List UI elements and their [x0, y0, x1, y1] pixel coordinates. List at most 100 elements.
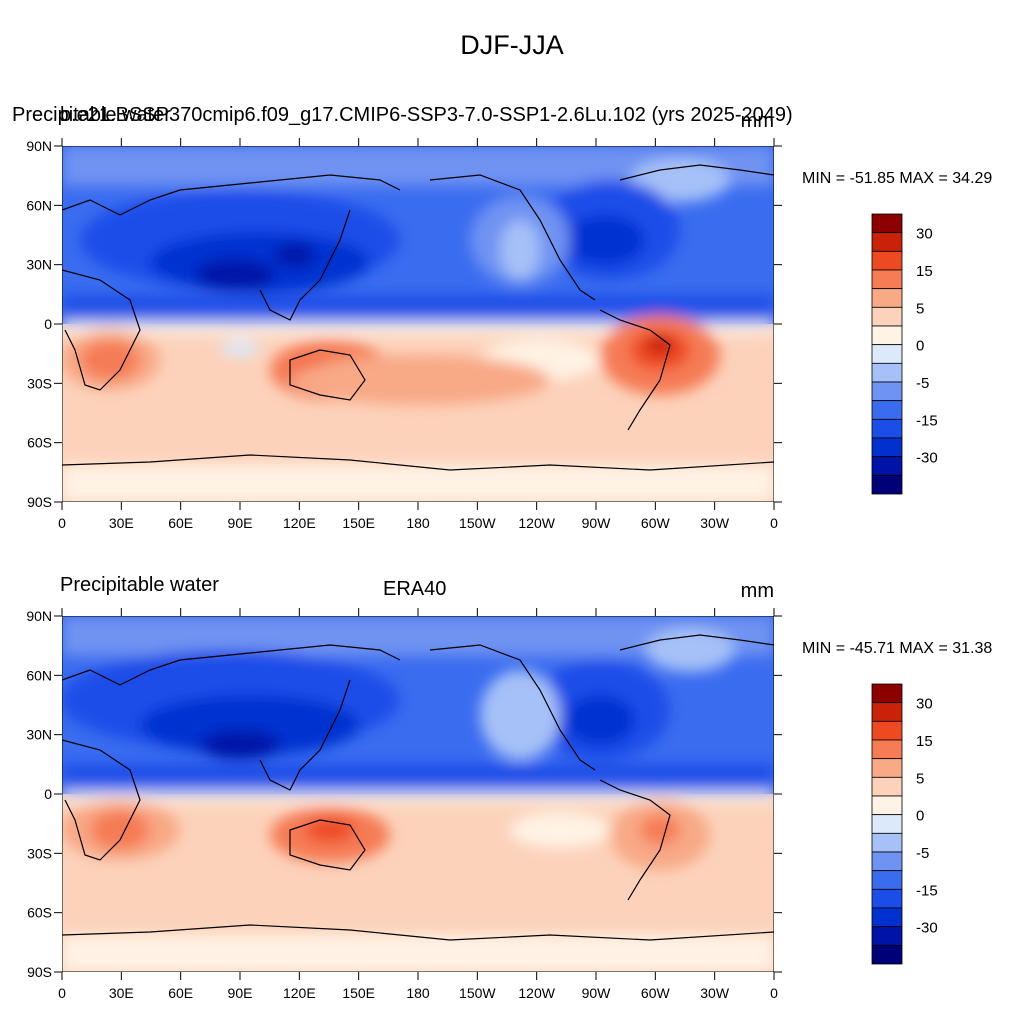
panel2-colorbar-box: [871, 944, 903, 965]
panel2-lon-label: 60W: [641, 985, 671, 1001]
panel1-colorbar-box: [871, 362, 903, 383]
panel1-colorbar-box: [871, 418, 903, 439]
panel2-lon-label: 150E: [342, 985, 375, 1001]
panel2-lat-label: 60S: [27, 905, 52, 921]
panel1-lon-label: 30W: [700, 515, 730, 531]
panel2-contours: [62, 616, 774, 972]
panel2-lat-label: 30N: [26, 727, 52, 743]
panel1-lon-label: 90E: [228, 515, 253, 531]
panel1-colorbar-box: [871, 381, 903, 402]
panel2-lat-label: 60N: [26, 667, 52, 683]
panel2-colorbar-label: -5: [916, 845, 929, 862]
panel1-colorbar-label: 5: [916, 300, 924, 317]
panel1-colorbar-box: [871, 306, 903, 327]
panel1-axes: 90N 60N 30N 0 30S 60S 90S 0 30E 60E 90E 120E 150E 180…: [26, 138, 782, 531]
panel1-lat-label: 60N: [26, 197, 52, 213]
panel2-map: [62, 616, 774, 972]
panel1-lon-label: 0: [770, 515, 778, 531]
panel1-units-label: mm: [740, 110, 774, 132]
panel1-lon-label: 60E: [168, 515, 193, 531]
panel1-lat-label: 0: [44, 316, 52, 332]
panel2-lon-label: 90W: [582, 985, 612, 1001]
panel2-lon-label: 150W: [459, 985, 496, 1001]
panel2-min-max: MIN = -45.71 MAX = 31.38: [802, 640, 993, 657]
panel2-axes: 90N 60N 30N 0 30S 60S 90S 0 30E 60E 90E 120E 150E 180…: [26, 608, 782, 1001]
panel2-colorbar-box: [871, 758, 903, 778]
panel2-colorbar-label: 15: [916, 733, 933, 750]
panel2-lat-label: 90N: [26, 608, 52, 624]
panel2-colorbar-box: [871, 776, 903, 797]
panel2-colorbar-label: 0: [916, 808, 924, 825]
panel1-colorbar-label: -5: [916, 375, 929, 392]
panel2-lon-label: 60E: [168, 985, 193, 1001]
panel1-colorbar-label: -15: [916, 412, 938, 429]
panel1-colorbar-box: [871, 250, 903, 271]
panel1-map: [62, 146, 774, 502]
panel2-lon-label: 120E: [283, 985, 316, 1001]
panel1-lon-label: 150E: [342, 515, 375, 531]
panel2-lon-label: 90E: [228, 985, 253, 1001]
panel2-colorbar-box: [871, 926, 903, 946]
panel1-colorbar-box: [871, 232, 903, 252]
panel2-colorbar: 30 15 5 0 -5 -15 -30: [871, 683, 938, 965]
panel1-colorbar-box: [871, 400, 903, 420]
panel1-lon-label: 90W: [582, 515, 612, 531]
panel2-coastlines: [62, 634, 774, 941]
panel1-colorbar-label: 0: [916, 338, 924, 355]
panel2-colorbar-box: [871, 702, 903, 722]
panel1-colorbar-label: 30: [916, 226, 933, 243]
panel2-lon-label: 180: [406, 985, 430, 1001]
panel1-min-max: MIN = -51.85 MAX = 34.29: [802, 170, 993, 187]
panel2-lon-label: 120W: [518, 985, 555, 1001]
panel1-lon-label: 180: [406, 515, 430, 531]
panel2-lon-label: 30E: [109, 985, 134, 1001]
panel2-colorbar-box: [871, 683, 903, 704]
panel2-lat-label: 0: [44, 786, 52, 802]
panel2-colorbar-box: [871, 851, 903, 872]
panel2-colorbar-box: [871, 832, 903, 853]
panel2-colorbar-box: [871, 739, 903, 760]
panel1-colorbar-box: [871, 288, 903, 308]
panel2-lat-label: 30S: [27, 845, 52, 861]
panel1-colorbar-box: [871, 344, 903, 364]
panel2-lon-label: 0: [770, 985, 778, 1001]
panel1-colorbar-box: [871, 213, 903, 234]
panel2-colorbar-label: -15: [916, 882, 938, 899]
panel1-case-label: b.e21.BSSP370cmip6.f09_g17.CMIP6-SSP3-7.…: [60, 104, 793, 126]
panel1-colorbar-box: [871, 456, 903, 476]
panel1-coastlines: [62, 164, 774, 471]
panel2-variable-label: Precipitable water: [60, 574, 219, 596]
panel2-colorbar-box: [871, 720, 903, 741]
panel2-colorbar-box: [871, 795, 903, 816]
panel2-colorbar-label: 5: [916, 770, 924, 787]
panel1-colorbar-box: [871, 269, 903, 290]
panel1-lat-label: 60S: [27, 435, 52, 451]
panel1-colorbar-box: [871, 474, 903, 495]
panel2-colorbar-label: 30: [916, 696, 933, 713]
panel1-lon-label: 120W: [518, 515, 555, 531]
panel1-lon-label: 60W: [641, 515, 671, 531]
panel1-lat-label: 30S: [27, 375, 52, 391]
panel2-colorbar-box: [871, 814, 903, 834]
figure-title: DJF-JJA: [460, 30, 564, 60]
panel2-lon-label: 30W: [700, 985, 730, 1001]
panel1-colorbar-box: [871, 325, 903, 346]
panel1-lon-label: 0: [58, 515, 66, 531]
panel1-lat-label: 90S: [27, 494, 52, 510]
panel1-lat-label: 30N: [26, 257, 52, 273]
panel1-variable-label: Precipitable water: [12, 104, 171, 126]
panel1-contours: [62, 146, 774, 502]
panel2-units-label: mm: [740, 580, 774, 602]
panel2-colorbar-box: [871, 888, 903, 909]
panel1-lon-label: 120E: [283, 515, 316, 531]
panel1-colorbar-label: -30: [916, 450, 938, 467]
panel1-colorbar: 30 15 5 0 -5 -15 -30: [871, 213, 938, 495]
panel2-lon-label: 0: [58, 985, 66, 1001]
panel1-lat-label: 90N: [26, 138, 52, 154]
panel2-case-label: ERA40: [383, 578, 447, 600]
panel2-colorbar-box: [871, 907, 903, 928]
panel2-lat-label: 90S: [27, 964, 52, 980]
panel2-colorbar-label: -30: [916, 920, 938, 937]
panel1-lon-label: 150W: [459, 515, 496, 531]
